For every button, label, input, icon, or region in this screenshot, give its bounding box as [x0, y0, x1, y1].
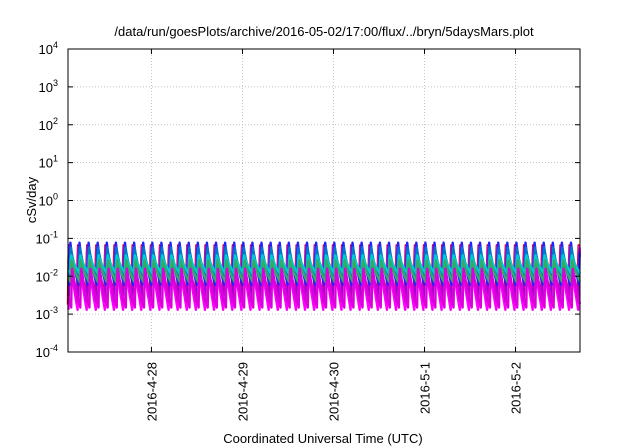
x-tick-label: 2016-5-1	[418, 362, 433, 414]
y-tick-label: 10-2	[36, 267, 58, 284]
x-tick-label: 2016-4-28	[144, 362, 159, 421]
series-line	[67, 254, 582, 275]
x-tick-label: 2016-5-2	[509, 362, 524, 414]
y-tick-label: 10-3	[36, 305, 58, 322]
y-tick-label: 10-1	[36, 229, 58, 246]
y-tick-label: 101	[39, 154, 58, 171]
x-tick-label: 2016-4-30	[326, 362, 341, 421]
chart-title: /data/run/goesPlots/archive/2016-05-02/1…	[114, 24, 534, 39]
x-axis-label: Coordinated Universal Time (UTC)	[223, 431, 422, 446]
y-tick-label: 100	[39, 192, 58, 209]
series-line	[67, 259, 581, 284]
plot-frame	[67, 48, 581, 353]
series-layer	[66, 241, 582, 311]
axis-ticks: 104 103 102 101 100 10-1 10-2 10-3 10-4 2016-4-28…	[36, 40, 580, 421]
y-axis-label: cSv/day	[24, 176, 39, 223]
y-tick-label: 102	[39, 116, 58, 133]
y-tick-label: 104	[39, 40, 58, 57]
series-line	[67, 267, 582, 309]
x-tick-label: 2016-4-29	[235, 362, 250, 421]
y-tick-label: 103	[39, 78, 58, 95]
y-tick-label: 10-4	[36, 343, 58, 360]
